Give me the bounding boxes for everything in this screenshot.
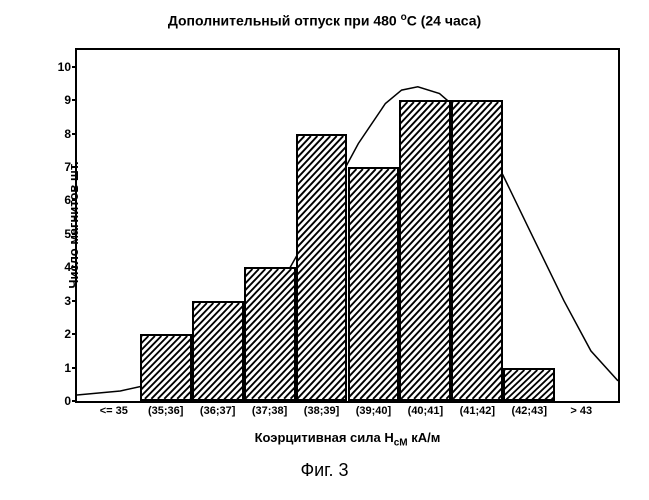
y-tick-label: 7 bbox=[64, 160, 71, 174]
figure-wrap: Дополнительный отпуск при 480 oС (24 час… bbox=[0, 0, 649, 500]
histogram-bar bbox=[140, 334, 192, 401]
x-tick-label: (37;38] bbox=[252, 405, 287, 417]
title-suffix: С (24 часа) bbox=[407, 13, 481, 29]
histogram-bar bbox=[348, 167, 400, 401]
y-tick-label: 6 bbox=[64, 193, 71, 207]
x-tick-label: (42;43] bbox=[512, 405, 547, 417]
x-tick-label: (35;36] bbox=[148, 405, 183, 417]
y-tick-label: 8 bbox=[64, 127, 71, 141]
xlabel-subscript: сМ bbox=[394, 438, 408, 449]
y-tick-mark bbox=[72, 266, 77, 268]
y-tick-mark bbox=[72, 367, 77, 369]
x-tick-label: (36;37] bbox=[200, 405, 235, 417]
histogram-bar bbox=[399, 100, 451, 401]
x-tick-label: (39;40] bbox=[356, 405, 391, 417]
y-tick-label: 9 bbox=[64, 93, 71, 107]
x-tick-label: (38;39] bbox=[304, 405, 339, 417]
x-tick-label: > 43 bbox=[570, 405, 592, 417]
histogram-bar bbox=[296, 134, 348, 401]
figure-caption: Фиг. 3 bbox=[0, 460, 649, 481]
x-tick-label: (41;42] bbox=[460, 405, 495, 417]
y-tick-label: 5 bbox=[64, 227, 71, 241]
y-tick-mark bbox=[72, 66, 77, 68]
y-tick-mark bbox=[72, 300, 77, 302]
x-axis-label: Коэрцитивная сила HсМ кА/м bbox=[75, 430, 620, 449]
histogram-bar bbox=[451, 100, 503, 401]
y-tick-mark bbox=[72, 400, 77, 402]
histogram-bar bbox=[503, 368, 555, 401]
xlabel-suffix: кА/м bbox=[408, 430, 441, 445]
histogram-bar bbox=[244, 267, 296, 401]
y-tick-mark bbox=[72, 99, 77, 101]
y-tick-label: 2 bbox=[64, 327, 71, 341]
title-prefix: Дополнительный отпуск при 480 bbox=[168, 13, 401, 29]
x-tick-label: (40;41] bbox=[408, 405, 443, 417]
y-tick-mark bbox=[72, 199, 77, 201]
plot-area: 012345678910<= 35(35;36](36;37](37;38](3… bbox=[75, 48, 620, 403]
y-tick-mark bbox=[72, 233, 77, 235]
histogram-bar bbox=[192, 301, 244, 401]
y-tick-mark bbox=[72, 333, 77, 335]
y-tick-label: 0 bbox=[64, 394, 71, 408]
y-tick-label: 10 bbox=[58, 60, 71, 74]
xlabel-prefix: Коэрцитивная сила H bbox=[255, 430, 394, 445]
x-tick-label: <= 35 bbox=[100, 405, 128, 417]
chart-title: Дополнительный отпуск при 480 oС (24 час… bbox=[0, 12, 649, 29]
y-tick-label: 1 bbox=[64, 361, 71, 375]
y-tick-mark bbox=[72, 133, 77, 135]
y-tick-mark bbox=[72, 166, 77, 168]
y-tick-label: 3 bbox=[64, 294, 71, 308]
y-tick-label: 4 bbox=[64, 260, 71, 274]
